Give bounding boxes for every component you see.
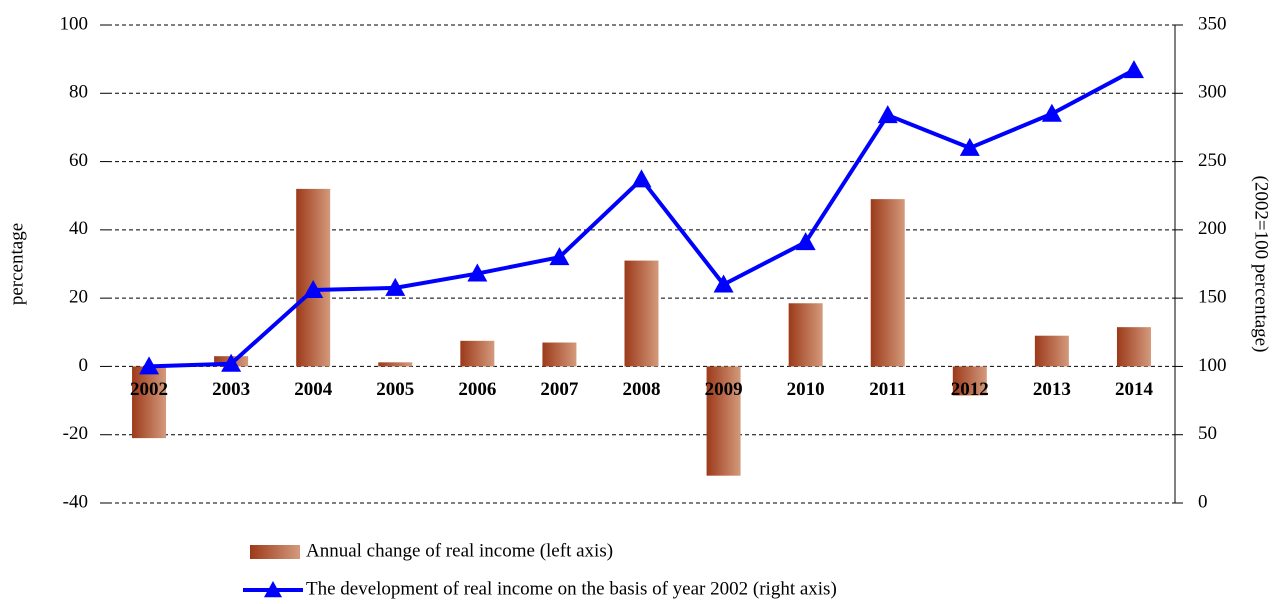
y-tick-label: 60 [69,150,88,171]
y2-tick-label: 200 [1198,218,1227,239]
y2-tick-label: 250 [1198,150,1227,171]
x-tick-label: 2006 [458,379,496,400]
y2-tick-label: 50 [1198,423,1217,444]
y2-tick-label: 150 [1198,287,1227,308]
legend-swatch [250,545,300,559]
bar [870,199,905,367]
bar [952,366,987,396]
x-tick-label: 2009 [705,379,743,400]
y-tick-label: -40 [63,491,88,512]
bar [378,362,413,367]
bar [542,342,577,367]
bar [1116,327,1151,367]
line-marker [1123,60,1144,79]
y-tick-label: 0 [79,355,89,376]
line-marker [139,356,160,375]
line-marker [959,137,980,156]
line-marker [385,277,406,296]
line-marker [1041,103,1062,122]
x-tick-label: 2008 [623,379,661,400]
x-tick-label: 2010 [787,379,825,400]
y2-axis-label: (2002=100 percentage) [1251,176,1272,353]
x-tick-label: 2012 [951,379,989,400]
y-tick-label: 20 [69,287,88,308]
x-tick-label: 2007 [540,379,579,400]
y2-tick-label: 0 [1198,491,1208,512]
bar [296,188,331,367]
line-marker [303,279,324,298]
y2-tick-label: 300 [1198,82,1227,103]
legend-marker [264,581,282,598]
y2-tick-label: 350 [1198,13,1227,34]
x-tick-label: 2002 [130,379,168,400]
y-tick-label: 40 [69,218,88,239]
line-marker [467,263,488,282]
bar [460,340,495,367]
bar [1034,335,1069,367]
y-tick-label: 80 [69,82,88,103]
legend-label: The development of real income on the ba… [306,578,837,599]
line-marker [795,232,816,251]
x-tick-label: 2011 [869,379,906,400]
x-tick-label: 2005 [376,379,414,400]
line-marker [549,247,570,266]
x-tick-label: 2014 [1115,379,1154,400]
x-tick-label: 2004 [294,379,333,400]
y-tick-label: 100 [60,13,89,34]
bar [706,366,741,476]
line-marker [877,105,898,124]
y-tick-label: -20 [63,423,88,444]
y-axis-label: percentage [6,223,27,305]
x-tick-label: 2003 [212,379,250,400]
bar [132,366,167,439]
line-marker [631,169,652,188]
y2-tick-label: 100 [1198,355,1227,376]
legend-label: Annual change of real income (left axis) [306,540,613,561]
bar [624,260,659,367]
bar [788,303,823,367]
x-tick-label: 2013 [1033,379,1071,400]
line-marker [713,274,734,293]
line-marker [221,353,242,372]
